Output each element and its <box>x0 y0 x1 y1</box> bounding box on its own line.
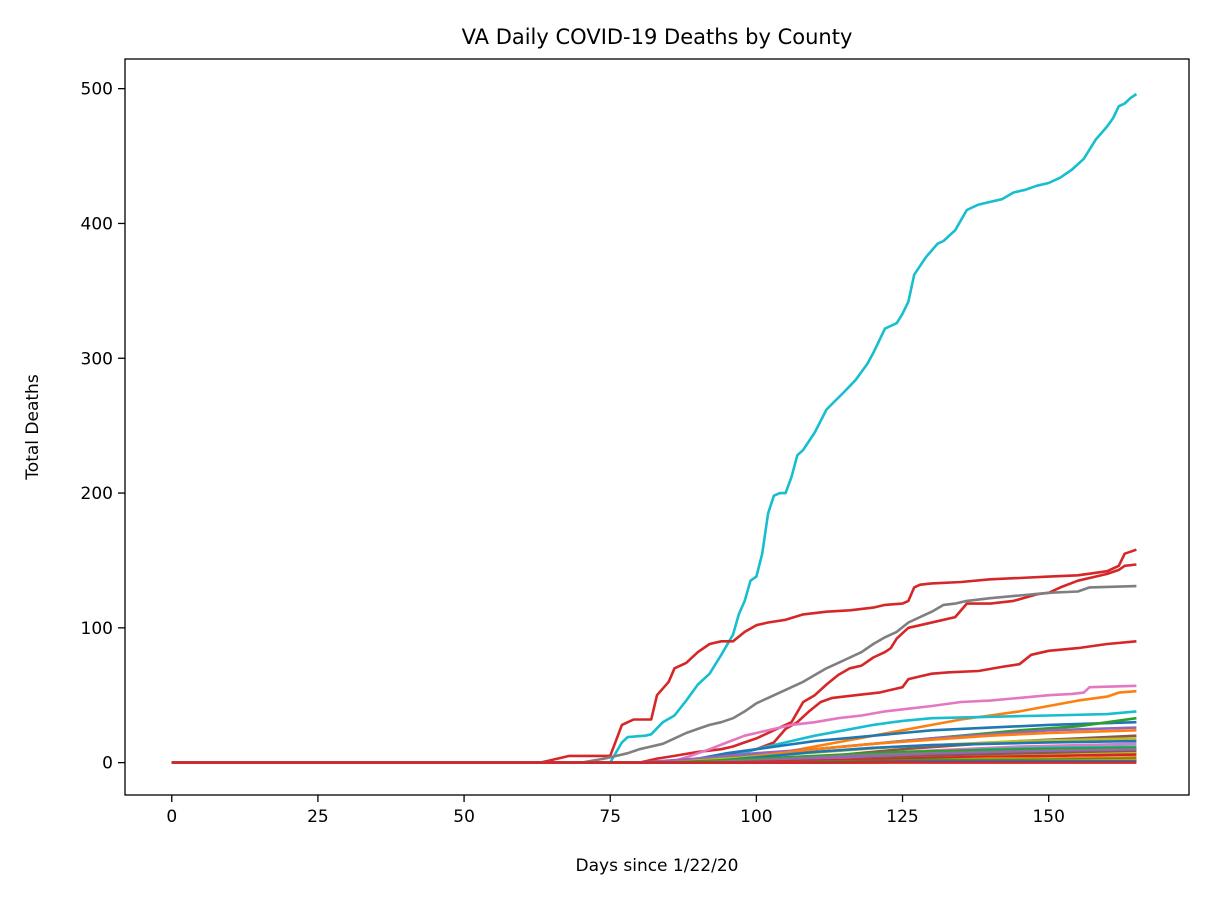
plot-frame <box>124 58 1190 796</box>
y-tick-label: 100 <box>81 619 113 639</box>
x-axis-label: Days since 1/22/20 <box>576 856 739 876</box>
chart-title: VA Daily COVID-19 Deaths by County <box>462 25 853 49</box>
y-tick-label: 300 <box>81 349 113 369</box>
y-axis-label: Total Deaths <box>23 374 43 481</box>
series-line-1 <box>171 92 1138 764</box>
x-tick-label: 75 <box>599 807 621 827</box>
series-layer <box>171 92 1138 764</box>
x-tick-label: 125 <box>886 807 918 827</box>
x-tick-label: 100 <box>740 807 772 827</box>
series-line-6 <box>171 684 1137 764</box>
y-tick-label: 0 <box>102 754 113 774</box>
x-tick-label: 0 <box>166 807 177 827</box>
series-line-3 <box>171 563 1137 764</box>
y-tick-label: 200 <box>81 484 113 504</box>
series-line-4 <box>171 584 1137 764</box>
x-tick-label: 150 <box>1032 807 1064 827</box>
x-tick-label: 50 <box>453 807 475 827</box>
series-line-2 <box>171 548 1137 764</box>
x-tick-label: 25 <box>307 807 329 827</box>
y-tick-label: 400 <box>81 214 113 234</box>
series-line-5 <box>171 640 1137 764</box>
x-axis: 0 25 50 75 100 125 150 <box>166 795 1065 827</box>
y-axis: 0 100 200 300 400 500 <box>81 80 125 774</box>
y-tick-label: 500 <box>81 80 113 100</box>
